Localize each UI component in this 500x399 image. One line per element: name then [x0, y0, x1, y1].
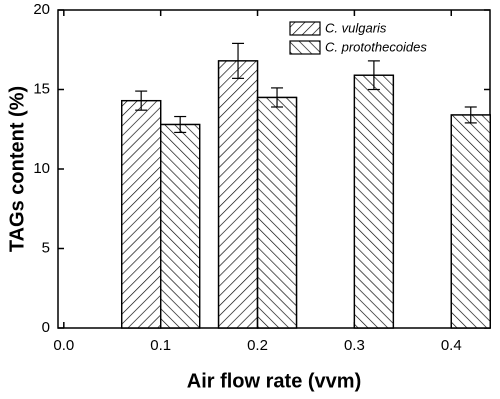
- y-axis-title: TAGs content (%): [6, 86, 28, 252]
- legend-swatch: [289, 40, 321, 55]
- y-tick-label: 15: [33, 80, 50, 97]
- bar-hatch: [353, 74, 395, 329]
- bar-hatch: [256, 96, 298, 329]
- x-tick-label: 0.2: [247, 337, 268, 354]
- x-tick-label: 0.3: [344, 337, 365, 354]
- bar-hatch: [121, 99, 162, 329]
- legend-swatch: [289, 21, 321, 36]
- bar-hatch: [160, 123, 201, 329]
- legend-label: C. protothecoides: [325, 39, 427, 54]
- y-tick-label: 0: [42, 319, 50, 336]
- y-tick-label: 20: [33, 1, 50, 18]
- y-tick-label: 10: [33, 160, 50, 177]
- x-axis-title: Air flow rate (vvm): [187, 370, 361, 392]
- y-tick-label: 5: [42, 239, 50, 256]
- legend-label: C. vulgaris: [325, 20, 387, 35]
- bar-hatch: [217, 60, 259, 329]
- x-tick-label: 0.1: [150, 337, 171, 354]
- x-tick-label: 0.4: [441, 337, 462, 354]
- x-tick-label: 0.0: [53, 337, 74, 354]
- bar-hatch: [450, 114, 491, 329]
